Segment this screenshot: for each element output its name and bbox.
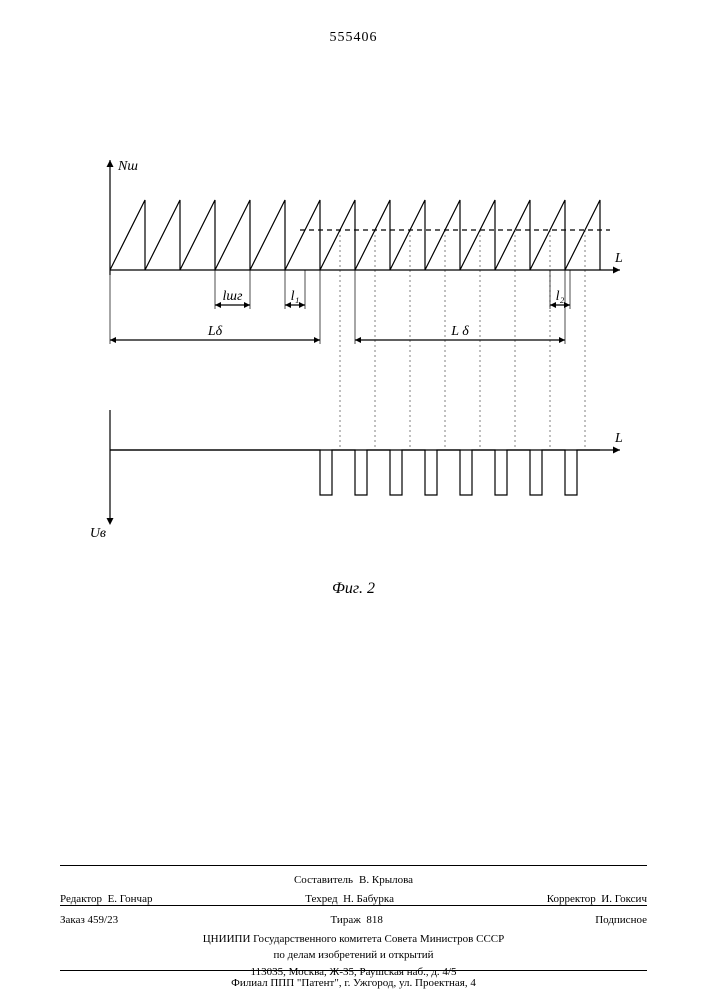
print-run-label: Тираж	[330, 914, 360, 926]
print-run: 818	[366, 914, 383, 926]
svg-text:L δ: L δ	[450, 324, 469, 339]
techred-name: Н. Бабурка	[343, 893, 394, 905]
svg-text:l₂: l₂	[556, 289, 565, 304]
patent-number: 555406	[0, 30, 707, 46]
compiler-name: В. Крылова	[359, 872, 413, 889]
org-line-1: ЦНИИПИ Государственного комитета Совета …	[60, 931, 647, 948]
svg-text:Uв: Uв	[90, 526, 106, 541]
svg-text:lшг: lшг	[223, 289, 243, 304]
svg-text:l₁: l₁	[291, 289, 300, 304]
credits-block: Составитель В. Крылова Редактор Е. Гонча…	[60, 870, 647, 909]
address-2: Филиал ППП "Патент", г. Ужгород, ул. Про…	[60, 975, 647, 992]
order-number: Заказ 459/23	[60, 912, 118, 929]
svg-text:L: L	[614, 251, 623, 266]
compiler-label: Составитель	[294, 872, 353, 889]
corrector-name: И. Гоксич	[601, 893, 647, 905]
figure-svg: Nш Llшг l₁ l₂ Lδ L δ Uв L	[70, 150, 630, 550]
page: 555406 Nш Llшг l₁ l₂ Lδ L δ Uв L Фиг. 2 Состави…	[0, 0, 707, 1000]
org-line-2: по делам изобретений и открытий	[60, 947, 647, 964]
figure-caption: Фиг. 2	[0, 580, 707, 598]
svg-text:Lδ: Lδ	[207, 324, 223, 339]
corrector-label: Корректор	[547, 893, 596, 905]
svg-text:L: L	[614, 431, 623, 446]
divider	[60, 865, 647, 866]
divider	[60, 905, 647, 906]
editor-name: Е. Гончар	[108, 893, 153, 905]
subscription: Подписное	[595, 912, 647, 929]
branch-block: Филиал ППП "Патент", г. Ужгород, ул. Про…	[60, 975, 647, 992]
techred-label: Техред	[305, 893, 337, 905]
editor-label: Редактор	[60, 893, 102, 905]
svg-text:Nш: Nш	[117, 159, 138, 174]
figure-2: Nш Llшг l₁ l₂ Lδ L δ Uв L	[70, 150, 630, 590]
divider	[60, 970, 647, 971]
